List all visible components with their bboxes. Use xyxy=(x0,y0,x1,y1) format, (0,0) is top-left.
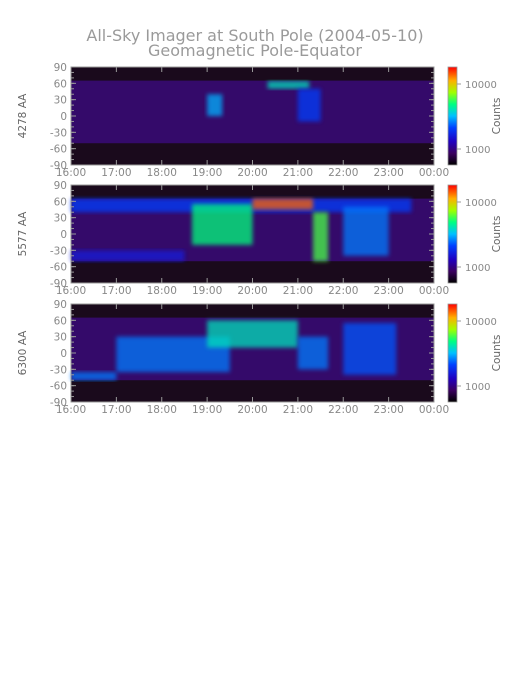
heatmap-feature xyxy=(71,372,117,381)
heatmap-feature xyxy=(343,206,389,256)
x-tick-label: 19:00 xyxy=(192,167,222,179)
x-tick-label: 20:00 xyxy=(237,167,267,179)
heatmap-feature xyxy=(192,204,253,245)
heatmap-feature xyxy=(343,323,397,375)
x-tick-label: 21:00 xyxy=(283,285,313,297)
heatmap-feature xyxy=(313,212,329,262)
y-tick-label: 60 xyxy=(54,196,67,208)
x-tick-label: 21:00 xyxy=(283,404,313,416)
heatmap-feature xyxy=(252,198,313,210)
valid-band xyxy=(71,80,434,144)
x-tick-label: 21:00 xyxy=(283,167,313,179)
colorbar-tick-label: 1000 xyxy=(465,382,490,393)
y-tick-label: -90 xyxy=(50,397,67,409)
heatmap-feature xyxy=(297,336,329,370)
colorbar-tick-label: 10000 xyxy=(465,198,497,209)
x-tick-label: 20:00 xyxy=(237,404,267,416)
x-tick-label: 17:00 xyxy=(101,404,131,416)
y-tick-label: 90 xyxy=(54,180,67,192)
y-tick-label: 30 xyxy=(54,213,67,225)
y-tick-label: -30 xyxy=(50,364,67,376)
colorbar-label: Counts xyxy=(491,98,503,135)
y-tick-label: 90 xyxy=(54,62,67,74)
colorbar xyxy=(447,184,458,284)
x-tick-label: 00:00 xyxy=(419,167,449,179)
x-tick-label: 00:00 xyxy=(419,404,449,416)
x-tick-label: 17:00 xyxy=(101,285,131,297)
y-tick-label: -60 xyxy=(50,144,67,156)
heatmap-feature xyxy=(207,94,223,116)
y-tick-label: -30 xyxy=(50,127,67,139)
colorbar xyxy=(447,66,458,166)
colorbar-tick-label: 10000 xyxy=(465,80,497,91)
heatmap-feature xyxy=(297,88,321,122)
x-tick-label: 00:00 xyxy=(419,285,449,297)
y-tick-label: -90 xyxy=(50,278,67,290)
x-tick-label: 19:00 xyxy=(192,404,222,416)
y-axis-label: 5577 AA xyxy=(17,211,29,257)
chart-subtitle: Geomagnetic Pole-Equator xyxy=(148,41,362,60)
colorbar-tick-label: 1000 xyxy=(465,263,490,274)
x-tick-label: 18:00 xyxy=(147,285,177,297)
heatmap-feature xyxy=(71,250,185,262)
y-tick-label: 0 xyxy=(60,348,67,360)
chart-title: All-Sky Imager at South Pole (2004-05-10… xyxy=(86,26,423,45)
y-tick-label: -90 xyxy=(50,160,67,172)
x-tick-label: 18:00 xyxy=(147,167,177,179)
y-axis-label: 4278 AA xyxy=(17,93,29,139)
x-tick-label: 19:00 xyxy=(192,285,222,297)
y-tick-label: 30 xyxy=(54,95,67,107)
y-axis-label: 6300 AA xyxy=(17,330,29,376)
x-tick-label: 20:00 xyxy=(237,285,267,297)
x-tick-label: 23:00 xyxy=(373,285,403,297)
x-tick-label: 23:00 xyxy=(373,404,403,416)
x-tick-label: 22:00 xyxy=(328,285,358,297)
x-tick-label: 18:00 xyxy=(147,404,177,416)
x-tick-label: 16:00 xyxy=(56,167,86,179)
x-tick-label: 16:00 xyxy=(56,285,86,297)
y-tick-label: 60 xyxy=(54,315,67,327)
x-tick-label: 22:00 xyxy=(328,404,358,416)
heatmap-feature xyxy=(207,320,298,348)
x-tick-label: 22:00 xyxy=(328,167,358,179)
x-tick-label: 16:00 xyxy=(56,404,86,416)
x-tick-label: 23:00 xyxy=(373,167,403,179)
heatmap-feature xyxy=(267,81,310,89)
colorbar-tick-label: 10000 xyxy=(465,317,497,328)
x-tick-label: 17:00 xyxy=(101,167,131,179)
y-tick-label: -60 xyxy=(50,262,67,274)
y-tick-label: -30 xyxy=(50,245,67,257)
colorbar-label: Counts xyxy=(491,216,503,253)
y-tick-label: 90 xyxy=(54,299,67,311)
y-tick-label: -60 xyxy=(50,381,67,393)
y-tick-label: 0 xyxy=(60,229,67,241)
y-tick-label: 0 xyxy=(60,111,67,123)
y-tick-label: 30 xyxy=(54,332,67,344)
colorbar-tick-label: 1000 xyxy=(465,145,490,156)
y-tick-label: 60 xyxy=(54,78,67,90)
colorbar xyxy=(447,303,458,403)
colorbar-label: Counts xyxy=(491,335,503,372)
